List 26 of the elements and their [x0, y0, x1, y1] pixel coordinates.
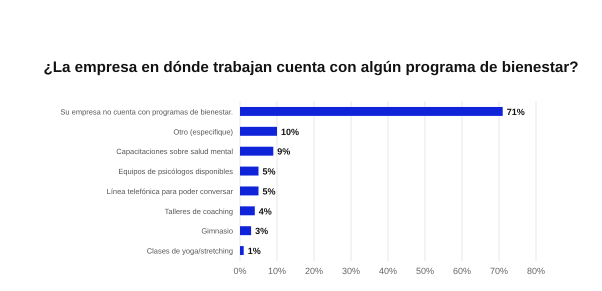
bar: [240, 186, 258, 196]
data-label: 4%: [258, 206, 272, 216]
data-label: 9%: [277, 146, 290, 157]
data-label: 1%: [248, 246, 261, 256]
bar: [240, 226, 252, 236]
bar: [240, 166, 258, 176]
x-tick-label: 70%: [490, 266, 508, 276]
bar: [240, 106, 503, 116]
bar: [240, 246, 244, 256]
data-label: 71%: [506, 106, 525, 117]
x-tick-label: 40%: [378, 266, 398, 276]
x-tick-label: 20%: [304, 266, 324, 276]
x-tick-label: 80%: [526, 266, 546, 276]
data-label: 10%: [281, 126, 300, 137]
data-label: 5%: [262, 166, 276, 177]
data-label: 3%: [255, 226, 268, 236]
x-tick-label: 30%: [342, 266, 360, 276]
x-tick-label: 60%: [452, 266, 472, 276]
bar: [240, 206, 255, 216]
x-tick-label: 10%: [268, 266, 286, 276]
bar: [240, 126, 277, 136]
data-label: 5%: [262, 186, 276, 196]
chart-title: ¿La empresa en dónde trabajan cuenta con algún programa de bienestar?: [43, 59, 579, 76]
bar: [240, 146, 274, 156]
x-tick-label: 0%: [233, 266, 247, 276]
x-tick-label: 50%: [416, 266, 434, 276]
